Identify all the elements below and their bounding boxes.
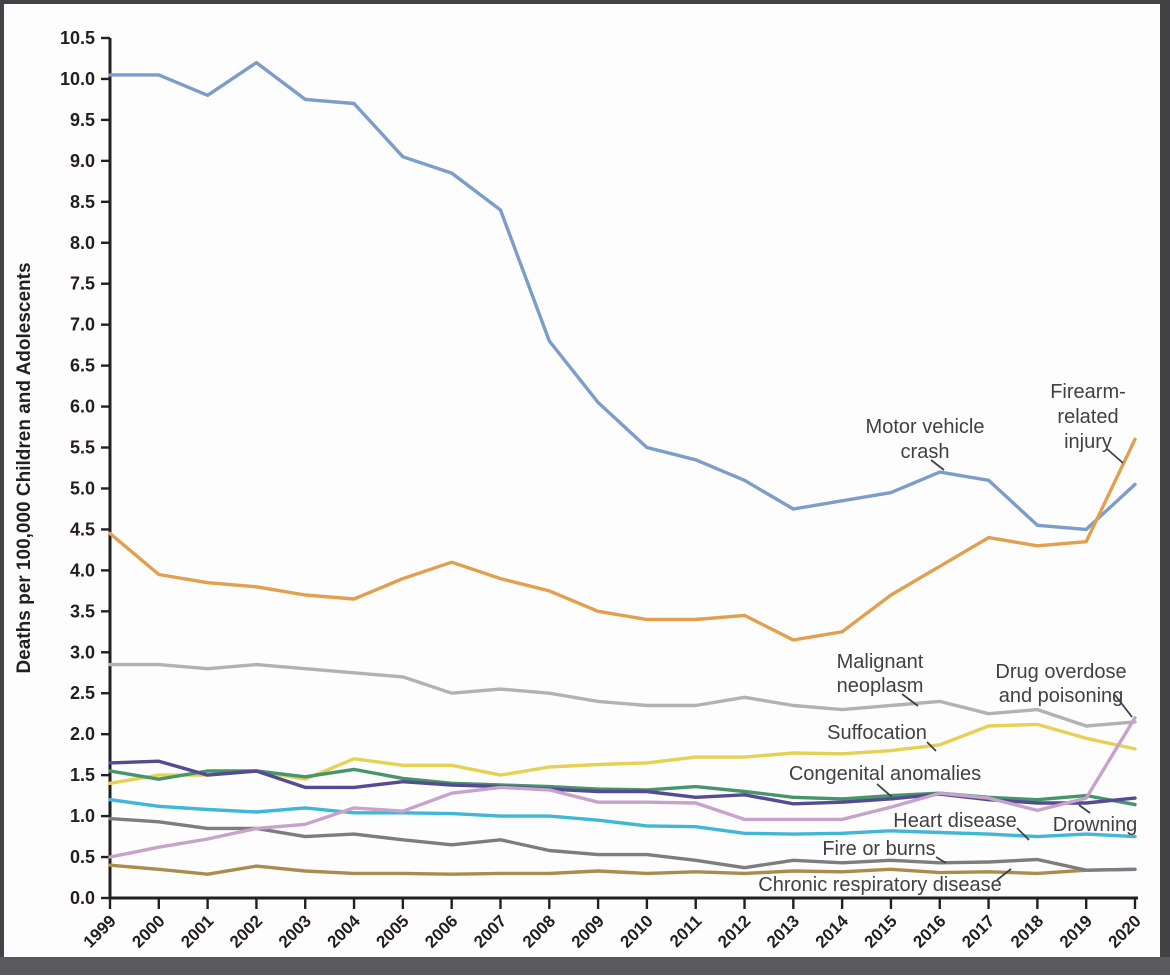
series-line-malignant-neoplasm [108,662,1137,728]
y-tick-label: 8.0 [70,233,95,253]
annotation-label-line: injury [1064,431,1112,453]
series-annotations: Motor vehicle crash Firearm-related injury M… [758,381,1137,896]
annotation-label-line: Malignant [837,651,924,673]
annotation-label-line: and poisoning [999,685,1124,707]
annotation-leader-drug-overdose-and-poisoning [1114,694,1133,718]
y-tick-label: 5.0 [70,478,95,498]
annotation-label-suffocation: Suffocation [827,722,927,744]
annotation-leader-congenital-anomalies [876,783,893,798]
y-tick-label: 2.5 [70,683,95,703]
series-line-motor-vehicle-crash [108,60,1137,532]
annotation-label-motor-vehicle-crash: Motor vehicle crash [866,416,985,463]
y-tick-label: 0.5 [70,847,95,867]
annotation-label-drug-overdose-and-poisoning: Drug overdose and poisoning [995,661,1126,707]
y-tick-label: 1.5 [70,765,95,785]
y-tick-label: 1.0 [70,806,95,826]
y-tick-label: 2.0 [70,724,95,744]
annotation-label-drowning: Drowning [1053,814,1137,836]
annotation-label-line: Chronic respiratory disease [758,874,1001,896]
y-tick-label: 5.5 [70,438,95,458]
y-tick-label: 7.5 [70,274,95,294]
annotation-leader-chronic-respiratory-disease [996,868,1012,881]
annotation-leader-firearm-related-injury [1106,448,1124,464]
annotation-label-line: Congenital anomalies [789,763,981,785]
annotation-label-line: crash [901,441,950,463]
y-tick-label: 10.0 [60,69,95,89]
annotation-label-line: related [1057,406,1118,428]
y-tick-label: 7.0 [70,315,95,335]
y-tick-label: 6.5 [70,356,95,376]
annotation-label-line: Suffocation [827,722,927,744]
y-tick-label: 3.0 [70,642,95,662]
annotation-label-line: Drowning [1053,814,1137,836]
annotation-leader-drowning [1078,804,1091,814]
annotation-label-line: Motor vehicle [866,416,985,438]
annotation-leader-suffocation [926,741,937,752]
annotation-leader-malignant-neoplasm [901,693,919,707]
annotation-label-line: Firearm- [1050,381,1126,403]
series-lines [108,60,1137,876]
series-line-drug-overdose-and-poisoning [108,716,1137,859]
series-line-heart-disease [108,798,1137,839]
annotation-leader-heart-disease [1016,827,1030,841]
y-tick-label: 3.5 [70,601,95,621]
figure-border-bottom-band [0,957,1170,975]
y-tick-label: 9.0 [70,151,95,171]
annotation-label-malignant-neoplasm: Malignant neoplasm [837,651,924,697]
y-tick-label: 8.5 [70,192,95,212]
y-tick-label: 4.0 [70,560,95,580]
y-tick-label: 10.5 [60,28,95,48]
series-line-chronic-respiratory-disease [108,863,1137,876]
annotation-label-line: Fire or burns [822,838,935,860]
annotation-leader-motor-vehicle-crash [930,459,945,471]
y-tick-label: 6.0 [70,397,95,417]
annotation-leader-fire-or-burns [935,856,947,864]
y-tick-label: 0.0 [70,888,95,908]
y-tick-label: 4.5 [70,519,95,539]
y-tick-label: 9.5 [70,110,95,130]
series-line-firearm-related-injury [108,437,1137,642]
annotation-label-line: neoplasm [837,675,924,697]
annotation-label-line: Drug overdose [995,661,1126,683]
annotation-label-firearm-related-injury: Firearm-related injury [1050,381,1126,453]
annotation-label-fire-or-burns: Fire or burns [822,838,935,860]
annotation-label-line: Heart disease [893,810,1016,832]
series-line-fire-or-burns [108,816,1137,872]
annotation-label-chronic-respiratory-disease: Chronic respiratory disease [758,874,1001,896]
annotation-label-heart-disease: Heart disease [893,810,1016,832]
y-axis-title: Deaths per 100,000 Children and Adolesce… [14,262,35,673]
annotation-label-congenital-anomalies: Congenital anomalies [789,763,981,785]
